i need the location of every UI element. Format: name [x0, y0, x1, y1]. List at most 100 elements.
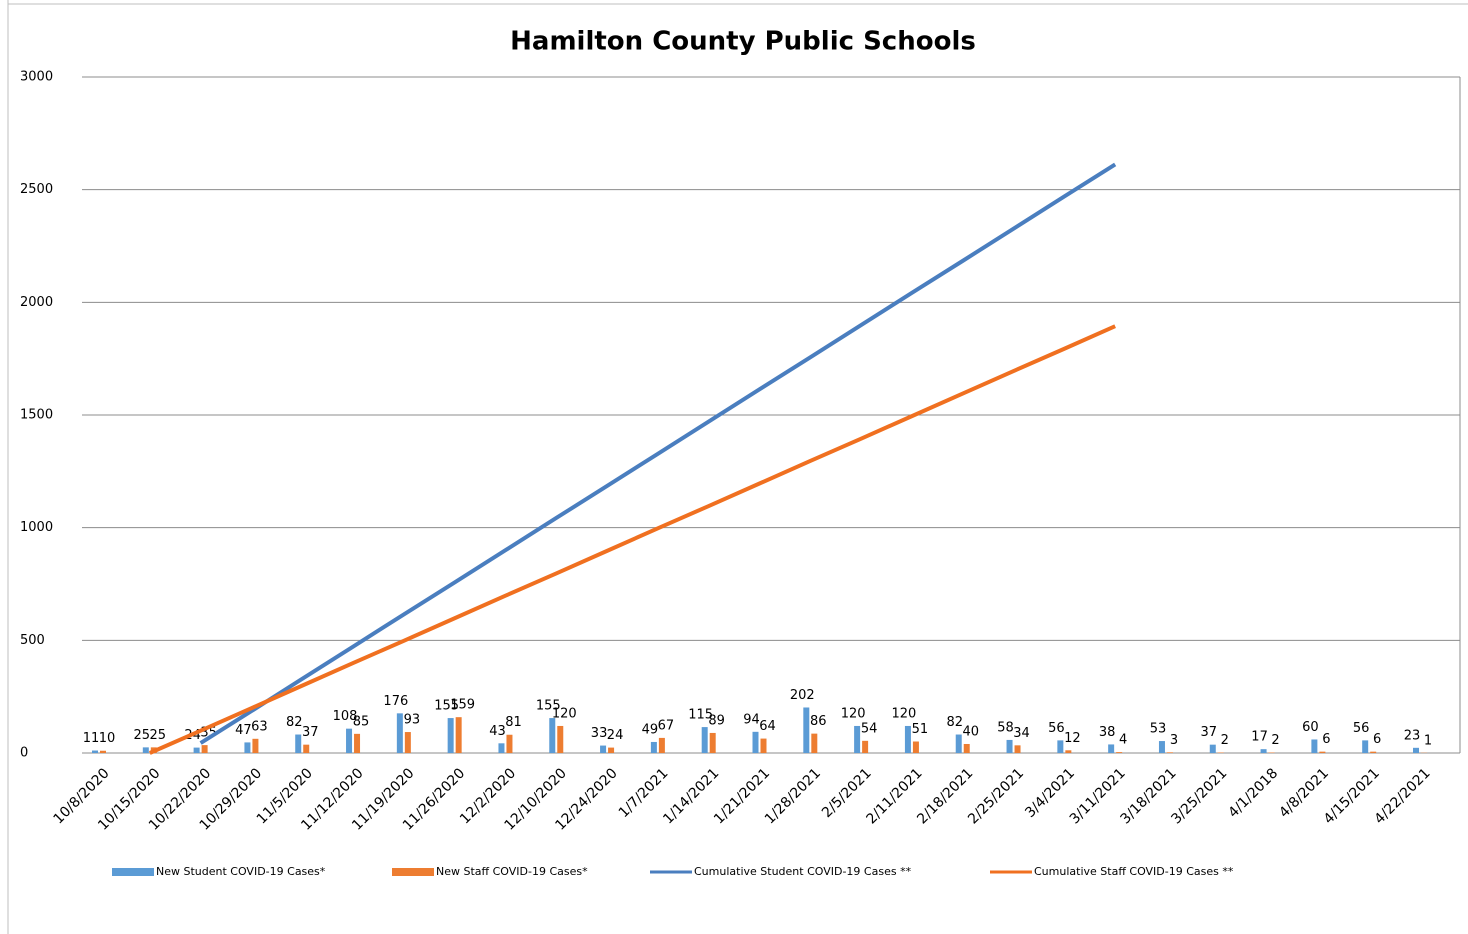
data-label: 3 [1170, 733, 1178, 748]
data-label: 63 [251, 719, 268, 734]
legend-label: New Student COVID-19 Cases* [156, 865, 326, 878]
x-tick-label: 2/25/2021 [965, 765, 1027, 827]
bar [252, 738, 259, 753]
bar [295, 734, 302, 753]
data-label: 23 [1404, 728, 1421, 743]
data-label: 120 [841, 706, 866, 721]
data-label: 10 [99, 731, 116, 746]
data-label: 1 [1424, 733, 1432, 748]
data-label: 89 [708, 713, 725, 728]
bar [658, 737, 665, 753]
data-label: 67 [658, 718, 675, 733]
data-label: 86 [810, 714, 827, 729]
legend-label: Cumulative Student COVID-19 Cases ** [694, 865, 912, 878]
bar [100, 750, 106, 753]
bar [904, 725, 911, 753]
bar [811, 733, 818, 753]
bar [346, 728, 353, 753]
data-label: 56 [1353, 721, 1370, 736]
line-series [199, 162, 1117, 745]
legend-label: New Staff COVID-19 Cases* [436, 865, 588, 878]
bar [201, 745, 208, 753]
bar [760, 738, 767, 753]
bar [1006, 739, 1013, 753]
bar [92, 750, 98, 753]
data-label: 159 [450, 698, 475, 713]
bar [303, 744, 310, 753]
data-label: 47 [235, 723, 252, 738]
bar [498, 743, 505, 753]
bar [1166, 752, 1173, 753]
x-tick-label: 4/22/2021 [1372, 765, 1434, 827]
y-tick-label: 500 [20, 633, 45, 648]
data-label: 37 [1200, 725, 1217, 740]
bar [1116, 752, 1123, 753]
bar [912, 741, 919, 753]
x-tick-label: 1/28/2021 [762, 765, 824, 827]
bar [1158, 741, 1165, 753]
data-label: 25 [134, 728, 151, 743]
data-label: 38 [1099, 725, 1116, 740]
y-tick-label: 0 [20, 746, 28, 761]
bar [1209, 744, 1216, 753]
data-label: 49 [642, 722, 659, 737]
bar [354, 733, 361, 753]
bar [447, 718, 454, 753]
bar [557, 725, 564, 753]
data-label: 40 [962, 724, 979, 739]
data-label: 120 [892, 706, 917, 721]
bar [1014, 745, 1021, 753]
bar [709, 732, 716, 753]
data-label: 81 [505, 715, 522, 730]
data-label: 93 [404, 713, 421, 728]
legend-label: Cumulative Staff COVID-19 Cases ** [1034, 865, 1234, 878]
data-label: 155 [536, 699, 561, 714]
y-tick-label: 2000 [20, 295, 53, 310]
bar [396, 713, 403, 753]
bar [650, 741, 657, 753]
bar [1413, 747, 1419, 753]
data-label: 53 [1150, 722, 1167, 737]
y-tick-label: 3000 [20, 70, 53, 85]
bar [1362, 740, 1369, 753]
bar [455, 717, 462, 753]
data-label: 6 [1373, 732, 1381, 747]
data-label: 56 [1048, 721, 1065, 736]
bar [1319, 751, 1326, 753]
bar [701, 727, 708, 753]
data-label: 17 [1251, 730, 1268, 745]
data-label: 202 [790, 688, 815, 703]
x-tick-label: 3/25/2021 [1168, 765, 1230, 827]
bar [244, 742, 251, 753]
data-label: 34 [1013, 726, 1030, 741]
bar [1108, 744, 1115, 753]
x-tick-label: 4/1/2018 [1225, 765, 1281, 821]
data-label: 6 [1322, 732, 1330, 747]
data-label: 94 [743, 712, 760, 727]
data-label: 2 [1221, 733, 1229, 748]
data-label: 12 [1064, 731, 1081, 746]
data-label: 51 [912, 722, 929, 737]
y-tick-label: 1000 [20, 520, 53, 535]
data-label: 4 [1119, 733, 1127, 748]
bar [506, 734, 513, 753]
data-label: 120 [552, 706, 577, 721]
bar [1057, 740, 1064, 753]
data-label: 82 [286, 715, 303, 730]
bar [1370, 751, 1377, 753]
line-series [149, 324, 1116, 755]
data-label: 2 [1271, 733, 1279, 748]
data-label: 58 [997, 720, 1014, 735]
data-label: 33 [591, 726, 608, 741]
bar [963, 743, 970, 753]
bar [142, 747, 149, 753]
bar [193, 747, 200, 753]
data-label: 24 [607, 728, 624, 743]
data-label: 155 [434, 699, 459, 714]
bar [1065, 750, 1072, 753]
bar [404, 732, 411, 753]
data-label: 176 [383, 694, 408, 709]
data-label: 108 [333, 709, 358, 724]
data-label: 54 [861, 721, 878, 736]
bar [803, 707, 810, 753]
